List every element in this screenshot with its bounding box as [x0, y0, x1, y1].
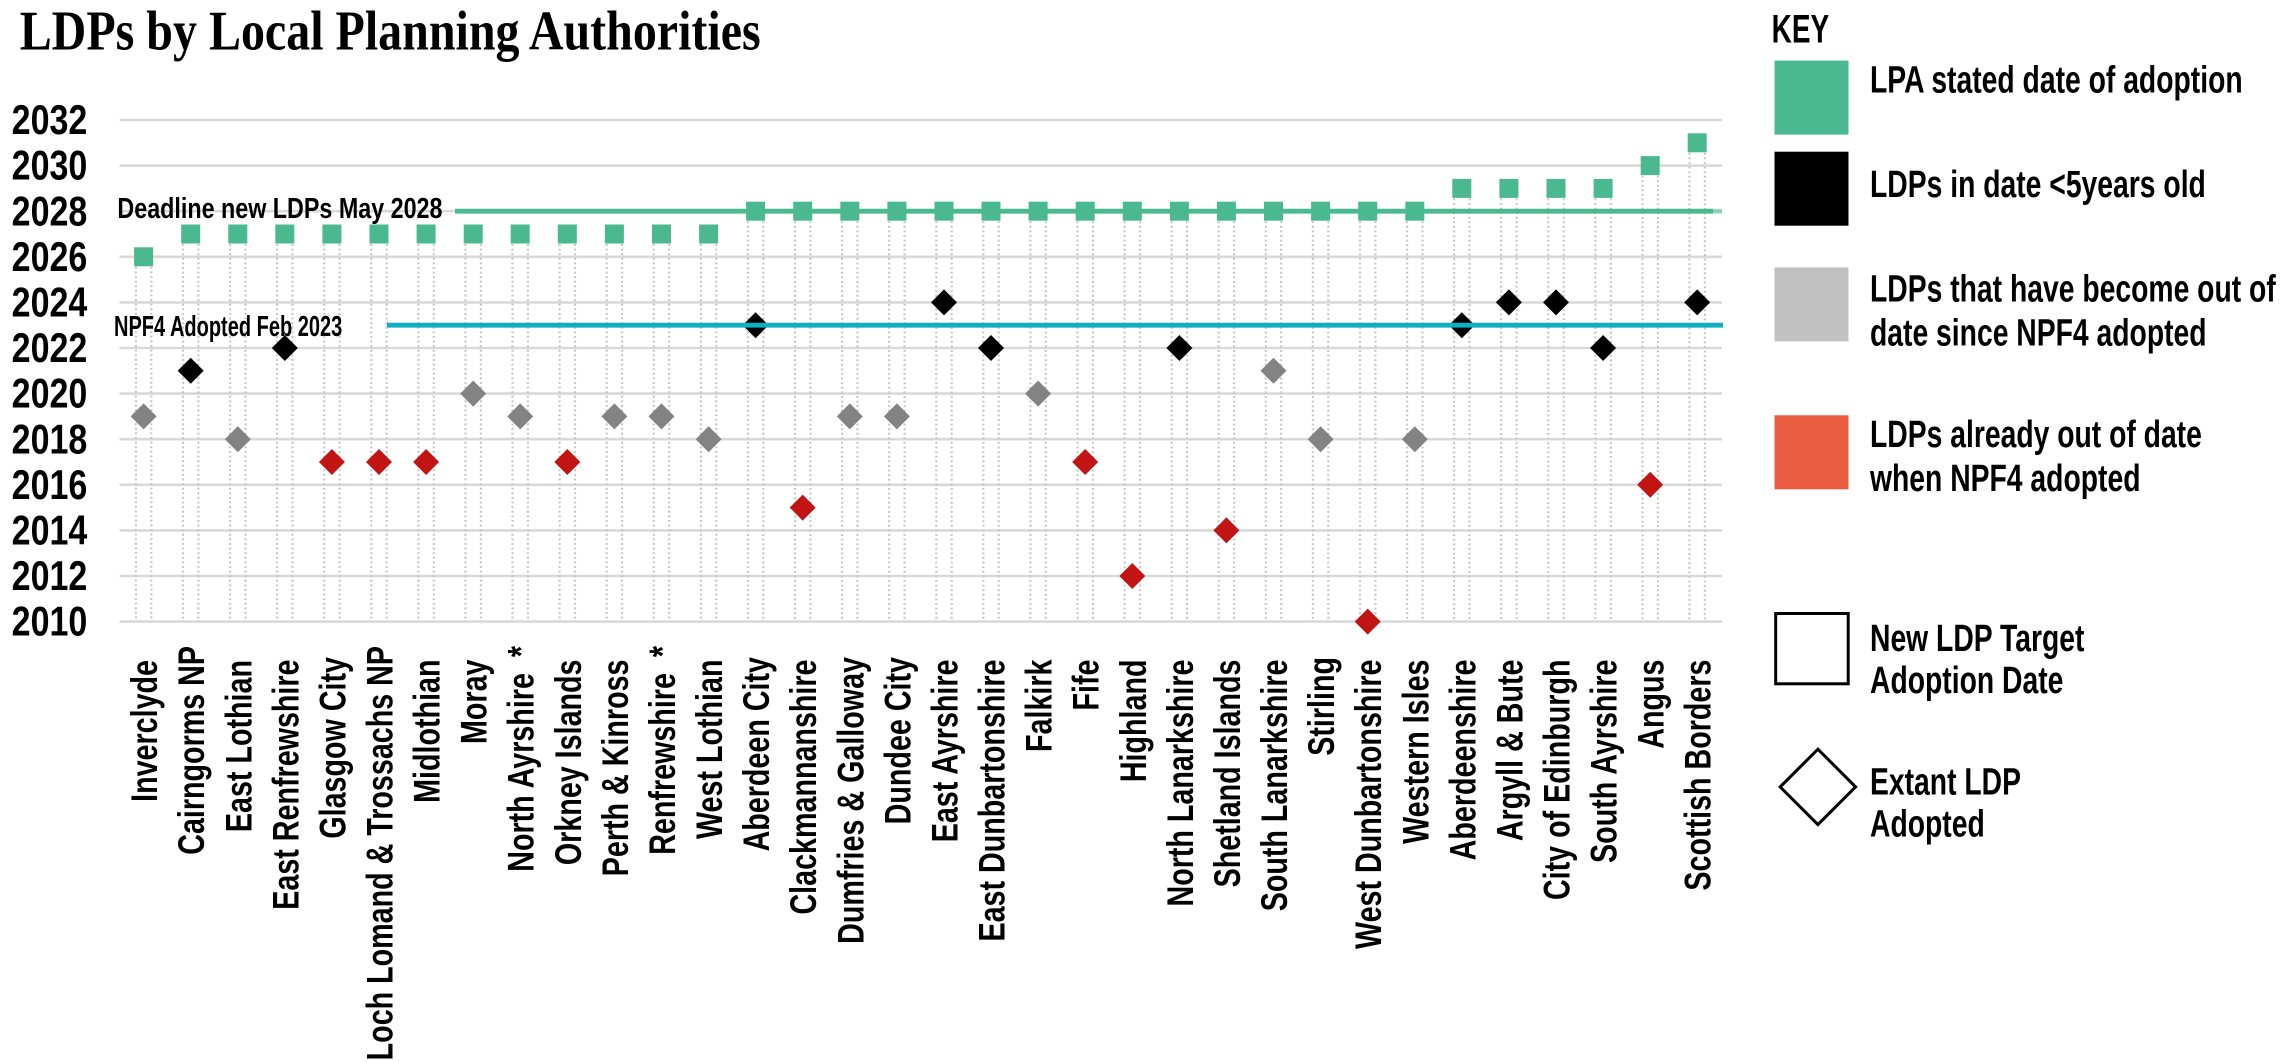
svg-text:Extant LDP: Extant LDP: [1870, 761, 2021, 803]
svg-text:South Ayrshire: South Ayrshire: [1584, 660, 1626, 863]
svg-text:Fife: Fife: [1066, 660, 1108, 711]
svg-text:Adopted: Adopted: [1870, 803, 1985, 845]
svg-text:Scottish Borders: Scottish Borders: [1678, 660, 1720, 891]
svg-text:Loch Lomand & Trossachs NP: Loch Lomand & Trossachs NP: [360, 646, 402, 1060]
svg-text:LDPs that have become out of: LDPs that have become out of: [1870, 269, 2276, 311]
svg-text:date since NPF4 adopted: date since NPF4 adopted: [1870, 313, 2207, 355]
svg-text:East Renfrewshire: East Renfrewshire: [266, 660, 308, 910]
svg-text:Cairngorms NP: Cairngorms NP: [172, 646, 214, 855]
svg-text:2032: 2032: [12, 98, 88, 144]
svg-text:2014: 2014: [12, 508, 88, 554]
svg-text:KEY: KEY: [1772, 8, 1830, 52]
svg-text:North Lanarkshire: North Lanarkshire: [1160, 660, 1202, 907]
svg-text:South Lanarkshire: South Lanarkshire: [1254, 660, 1296, 912]
svg-text:2016: 2016: [12, 463, 88, 509]
svg-text:2030: 2030: [12, 144, 88, 190]
svg-text:Western Isles: Western Isles: [1396, 660, 1438, 844]
svg-text:Midlothian: Midlothian: [407, 660, 449, 803]
svg-text:NPF4 Adopted Feb 2023: NPF4 Adopted Feb 2023: [114, 310, 342, 343]
svg-text:Adoption Date: Adoption Date: [1870, 660, 2063, 702]
svg-text:Argyll & Bute: Argyll & Bute: [1490, 660, 1532, 842]
svg-text:2010: 2010: [12, 600, 88, 646]
svg-text:East Dunbartonshire: East Dunbartonshire: [972, 660, 1014, 942]
svg-text:when NPF4 adopted: when NPF4 adopted: [1869, 458, 2140, 500]
svg-text:Dundee City: Dundee City: [878, 657, 920, 825]
svg-text:LDPs in date <5years old: LDPs in date <5years old: [1870, 164, 2206, 206]
svg-text:Highland: Highland: [1113, 660, 1155, 783]
svg-text:LPA stated date of adoption: LPA stated date of adoption: [1870, 60, 2243, 102]
svg-text:Falkirk: Falkirk: [1019, 659, 1061, 752]
svg-text:2022: 2022: [12, 326, 88, 372]
svg-text:Aberdeen City: Aberdeen City: [737, 657, 779, 852]
svg-text:West Dunbartonshire: West Dunbartonshire: [1349, 660, 1391, 949]
svg-text:New LDP Target: New LDP Target: [1870, 618, 2084, 660]
svg-text:Moray: Moray: [454, 659, 496, 744]
svg-text:2024: 2024: [12, 280, 88, 326]
svg-text:Angus: Angus: [1631, 660, 1673, 749]
svg-text:Perth & Kinross: Perth & Kinross: [595, 660, 637, 877]
svg-text:Orkney Islands: Orkney Islands: [548, 660, 590, 866]
svg-text:LDPs already out of date: LDPs already out of date: [1870, 414, 2202, 456]
svg-text:Aberdeenshire: Aberdeenshire: [1443, 660, 1485, 861]
svg-text:Stirling: Stirling: [1302, 657, 1344, 756]
svg-text:2028: 2028: [12, 189, 88, 235]
svg-text:Renfrewshire *: Renfrewshire *: [642, 646, 684, 855]
svg-text:2026: 2026: [12, 235, 88, 281]
svg-text:Shetland Islands: Shetland Islands: [1207, 660, 1249, 888]
svg-text:East Lothian: East Lothian: [219, 660, 261, 832]
svg-text:Glasgow City: Glasgow City: [313, 657, 355, 839]
svg-text:Dumfries & Galloway: Dumfries & Galloway: [831, 657, 873, 944]
svg-text:LDPs by Local Planning Authori: LDPs by Local Planning Authorities: [20, 1, 761, 63]
svg-text:City of Edinburgh: City of Edinburgh: [1537, 660, 1579, 901]
svg-text:Deadline new LDPs May 2028: Deadline new LDPs May 2028: [117, 192, 442, 225]
svg-text:North Ayrshire *: North Ayrshire *: [501, 646, 543, 872]
svg-text:East Ayrshire: East Ayrshire: [925, 660, 967, 843]
svg-text:2012: 2012: [12, 554, 88, 600]
svg-text:West Lothian: West Lothian: [690, 660, 732, 840]
svg-text:2018: 2018: [12, 417, 88, 463]
svg-text:Clackmannanshire: Clackmannanshire: [784, 660, 826, 915]
svg-text:2020: 2020: [12, 372, 88, 418]
svg-text:Inverclyde: Inverclyde: [125, 660, 167, 802]
